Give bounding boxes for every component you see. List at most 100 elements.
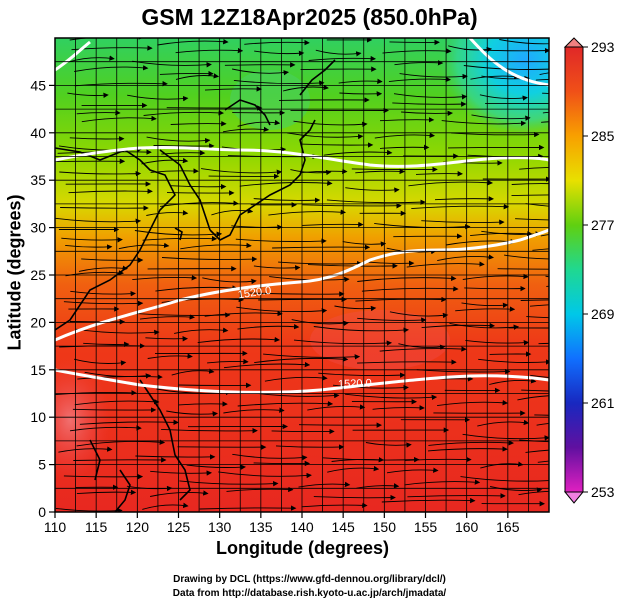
streamline: [76, 489, 137, 496]
y-axis-ticks: 0 5 10 15 20 25 30 35 40 45: [30, 77, 55, 520]
streamline: [461, 302, 509, 308]
streamline: [526, 316, 549, 319]
streamline: [529, 304, 549, 307]
streamline: [536, 423, 549, 426]
streamline: [393, 93, 468, 100]
x-tick-label: 115: [85, 519, 108, 535]
streamline: [74, 65, 149, 72]
streamline: [76, 110, 121, 116]
streamline: [224, 62, 296, 68]
streamline: [142, 502, 189, 510]
streamline: [290, 169, 332, 176]
streamline: [404, 456, 472, 463]
streamline: [211, 208, 254, 216]
streamline: [134, 230, 223, 237]
colorbar-tick-label: 253: [591, 484, 615, 500]
streamline: [170, 120, 227, 127]
streamline: [411, 203, 510, 210]
streamline: [231, 68, 289, 76]
streamline: [331, 457, 385, 463]
streamline: [207, 358, 249, 365]
streamline: [254, 356, 349, 364]
streamline: [451, 131, 540, 138]
streamline: [315, 49, 362, 57]
streamline: [313, 494, 396, 501]
streamline: [70, 290, 136, 297]
streamline: [519, 167, 549, 170]
streamline: [525, 203, 549, 207]
x-tick-label: 150: [373, 519, 397, 535]
streamline: [55, 390, 137, 396]
streamline: [253, 265, 301, 271]
streamline: [153, 143, 215, 149]
streamline: [344, 393, 438, 401]
streamline: [81, 115, 157, 123]
streamline: [79, 419, 179, 426]
streamline: [534, 414, 549, 416]
streamline: [332, 384, 409, 391]
y-tick-label: 15: [30, 362, 46, 378]
streamline: [313, 326, 409, 333]
map-plot-area: [55, 38, 549, 512]
streamline: [479, 94, 528, 101]
credit-data-source: Data from http://database.rish.kyoto-u.a…: [172, 588, 447, 599]
streamline: [478, 358, 549, 365]
streamline: [161, 256, 258, 262]
streamline: [499, 39, 549, 45]
streamline: [300, 142, 374, 148]
streamline: [63, 300, 144, 307]
streamline: [157, 38, 229, 46]
y-tick-label: 30: [30, 220, 46, 236]
streamline: [334, 305, 377, 312]
streamline: [179, 480, 279, 487]
streamline: [78, 265, 128, 272]
streamline: [147, 353, 193, 359]
x-tick-label: 160: [455, 519, 479, 535]
x-tick-label: 125: [167, 519, 191, 535]
streamline: [355, 168, 405, 175]
streamline: [135, 454, 216, 460]
streamline: [374, 132, 435, 139]
streamline: [264, 375, 328, 382]
streamline: [372, 405, 425, 411]
streamline: [407, 493, 506, 499]
streamline: [73, 358, 127, 366]
streamline: [449, 322, 520, 330]
x-axis-label: Longitude (degrees): [215, 538, 389, 558]
streamline: [302, 221, 364, 228]
streamline: [351, 166, 438, 173]
credit-drawing: Drawing by DCL (https://www.gfd-dennou.o…: [173, 574, 446, 585]
streamline: [515, 218, 549, 221]
streamline: [69, 136, 125, 142]
colorbar-tick-label: 285: [591, 128, 615, 144]
streamline: [521, 389, 549, 392]
streamline: [455, 306, 516, 312]
streamline: [232, 453, 308, 461]
x-tick-label: 120: [126, 519, 150, 535]
x-tick-label: 145: [331, 519, 355, 535]
streamline: [463, 47, 549, 54]
streamline: [301, 502, 368, 509]
streamline: [69, 38, 145, 41]
streamline: [204, 86, 262, 92]
streamline: [379, 346, 467, 352]
streamline: [271, 428, 335, 435]
streamline: [139, 314, 195, 320]
streamline: [392, 101, 467, 107]
streamline: [382, 48, 452, 54]
streamline: [327, 465, 380, 473]
streamline: [84, 371, 152, 379]
streamline: [263, 353, 361, 360]
streamline: [464, 285, 526, 292]
streamline: [293, 339, 393, 346]
streamline: [530, 374, 549, 378]
streamline: [323, 149, 393, 156]
streamline: [471, 114, 531, 121]
streamline: [68, 188, 153, 194]
streamline: [345, 187, 400, 193]
y-tick-label: 20: [30, 314, 46, 330]
streamline: [406, 261, 485, 268]
streamline: [298, 422, 382, 428]
